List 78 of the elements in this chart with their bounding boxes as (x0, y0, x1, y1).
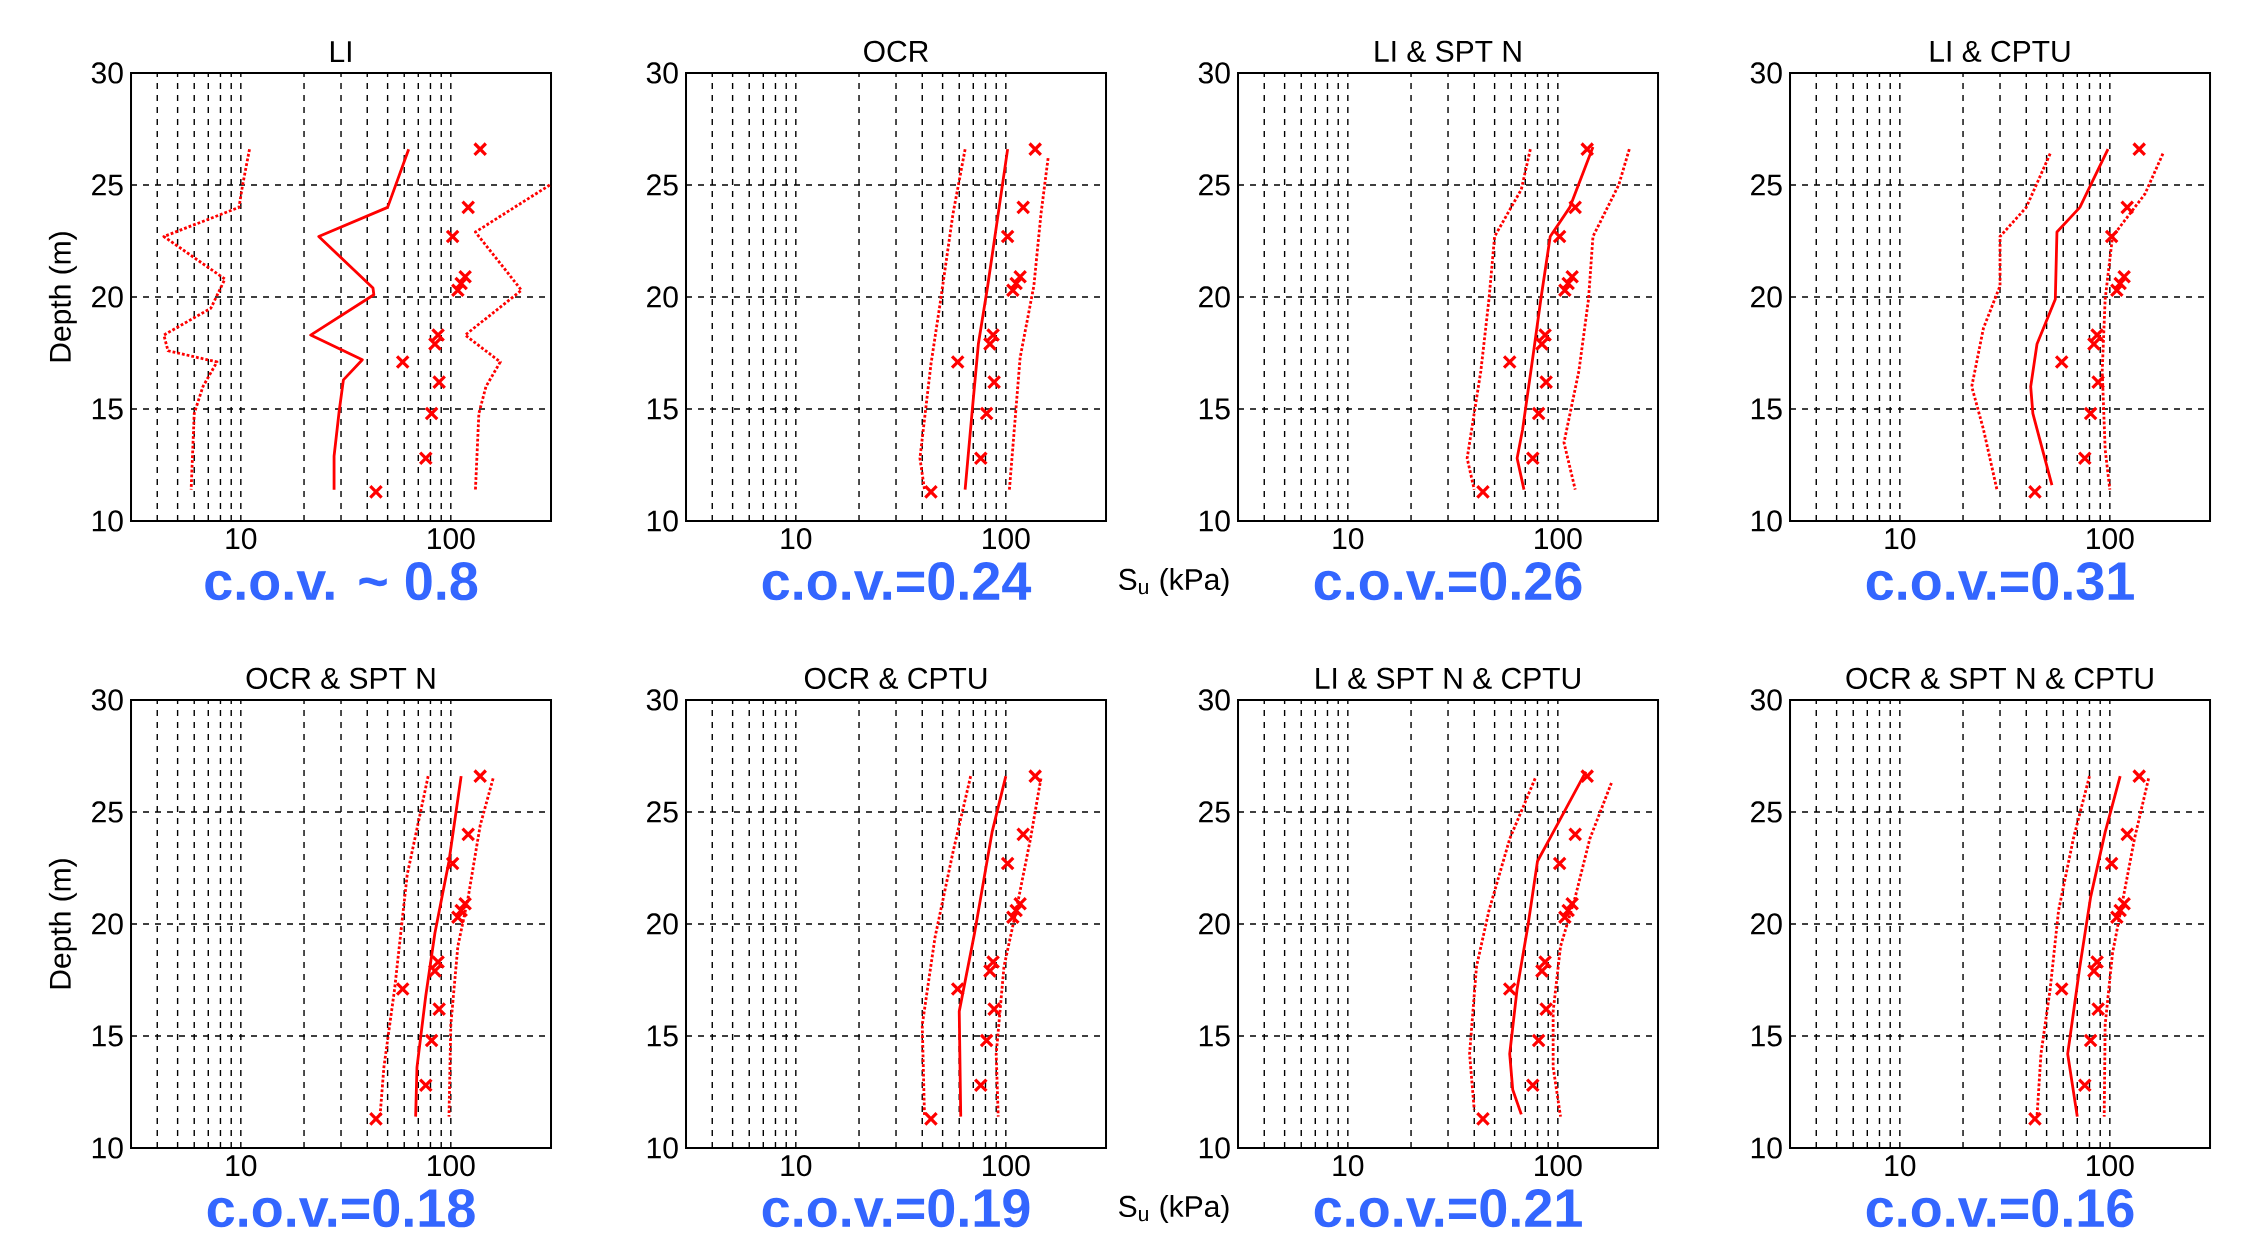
y-tick-label: 25 (1199, 801, 1230, 823)
chart-title: LI (330, 41, 351, 62)
y-tick-label: 10 (647, 1137, 678, 1159)
x-tick-label: 10 (226, 528, 257, 550)
text: c.o.v.=0.24 (762, 562, 1032, 601)
x-tick-label: 100 (1535, 1155, 1582, 1177)
y-tick-label: 20 (647, 286, 678, 308)
x-tick-label: 100 (983, 528, 1030, 550)
y-tick-label: 10 (1751, 1137, 1782, 1159)
y-tick-label: 15 (92, 398, 123, 420)
y-axis-title: Depth (m) (48, 232, 77, 362)
y-tick-label: 15 (647, 1025, 678, 1047)
text: c.o.v.=0.18 (207, 1189, 475, 1228)
y-tick-label: 30 (646, 62, 678, 84)
text: c.o.v.=0.31 (1866, 562, 2134, 601)
y-tick-label: 15 (92, 1025, 123, 1047)
text: c.o.v.=0.21 (1314, 1189, 1582, 1228)
y-tick-label: 20 (92, 913, 123, 935)
line-series (1008, 156, 1050, 492)
y-tick-label: 15 (1751, 398, 1782, 420)
x-tick-label: 10 (781, 528, 812, 550)
y-tick-label: 25 (92, 801, 123, 823)
y-tick-label: 25 (92, 174, 123, 196)
x-tick-label: 10 (226, 1155, 257, 1177)
x-tick-label: 10 (1885, 528, 1916, 550)
chart-title: OCR & CPTU (804, 667, 987, 689)
x-axis-title: S$_{u}$ (kPa) (1119, 568, 1229, 597)
y-tick-label: 20 (1751, 286, 1782, 308)
y-tick-label: 10 (647, 510, 678, 532)
x-axis-title: S$_{u}$ (kPa) (1119, 1195, 1229, 1224)
x-tick-label: 100 (983, 1155, 1030, 1177)
y-tick-label: 30 (91, 689, 123, 711)
y-tick-label: 30 (91, 62, 123, 84)
y-tick-label: 10 (1199, 1137, 1230, 1159)
y-tick-label: 15 (1751, 1025, 1782, 1047)
y-tick-label: 30 (1198, 62, 1230, 84)
y-tick-label: 15 (1199, 398, 1230, 420)
y-tick-label: 30 (1198, 689, 1230, 711)
line-series (963, 147, 1010, 492)
chart-title: LI & SPT N & CPTU (1316, 667, 1580, 689)
x-tick-label: 100 (2087, 528, 2134, 550)
y-axis-title: Depth (m) (48, 859, 77, 989)
y-tick-label: 10 (1751, 510, 1782, 532)
text: c.o.v.=0.16 (1866, 1189, 2134, 1228)
y-tick-label: 30 (646, 689, 678, 711)
y-tick-label: 20 (1199, 286, 1230, 308)
y-tick-label: 25 (1751, 174, 1782, 196)
y-tick-label: 25 (647, 801, 678, 823)
y-tick-label: 20 (1199, 913, 1230, 935)
y-tick-label: 10 (1199, 510, 1230, 532)
chart-title: LI & CPTU (1930, 40, 2070, 62)
chart-title: LI & SPT N (1375, 40, 1521, 62)
y-tick-label: 15 (647, 398, 678, 420)
x-tick-label: 100 (428, 528, 475, 550)
x-tick-label: 100 (1535, 528, 1582, 550)
y-tick-label: 20 (647, 913, 678, 935)
x-tick-label: 10 (1333, 528, 1364, 550)
chart-title: OCR (864, 40, 928, 62)
chart-title: OCR & SPT N & CPTU (1846, 667, 2153, 689)
y-tick-label: 15 (1199, 1025, 1230, 1047)
y-tick-label: 25 (1751, 801, 1782, 823)
x-tick-label: 10 (781, 1155, 812, 1177)
chart-title: OCR & SPT N (246, 667, 435, 689)
x-tick-label: 10 (1885, 1155, 1916, 1177)
y-tick-label: 30 (1750, 62, 1782, 84)
text: c.o.v. ~ 0.8 (205, 562, 478, 601)
text: c.o.v.=0.26 (1314, 562, 1582, 601)
y-tick-label: 25 (647, 174, 678, 196)
y-tick-label: 10 (92, 510, 123, 532)
x-tick-label: 100 (428, 1155, 475, 1177)
y-tick-label: 20 (1751, 913, 1782, 935)
x-tick-label: 100 (2087, 1155, 2134, 1177)
y-tick-label: 10 (92, 1137, 123, 1159)
x-tick-label: 10 (1333, 1155, 1364, 1177)
y-tick-label: 30 (1750, 689, 1782, 711)
y-tick-label: 20 (92, 286, 123, 308)
text: c.o.v.=0.19 (762, 1189, 1030, 1228)
y-tick-label: 25 (1199, 174, 1230, 196)
